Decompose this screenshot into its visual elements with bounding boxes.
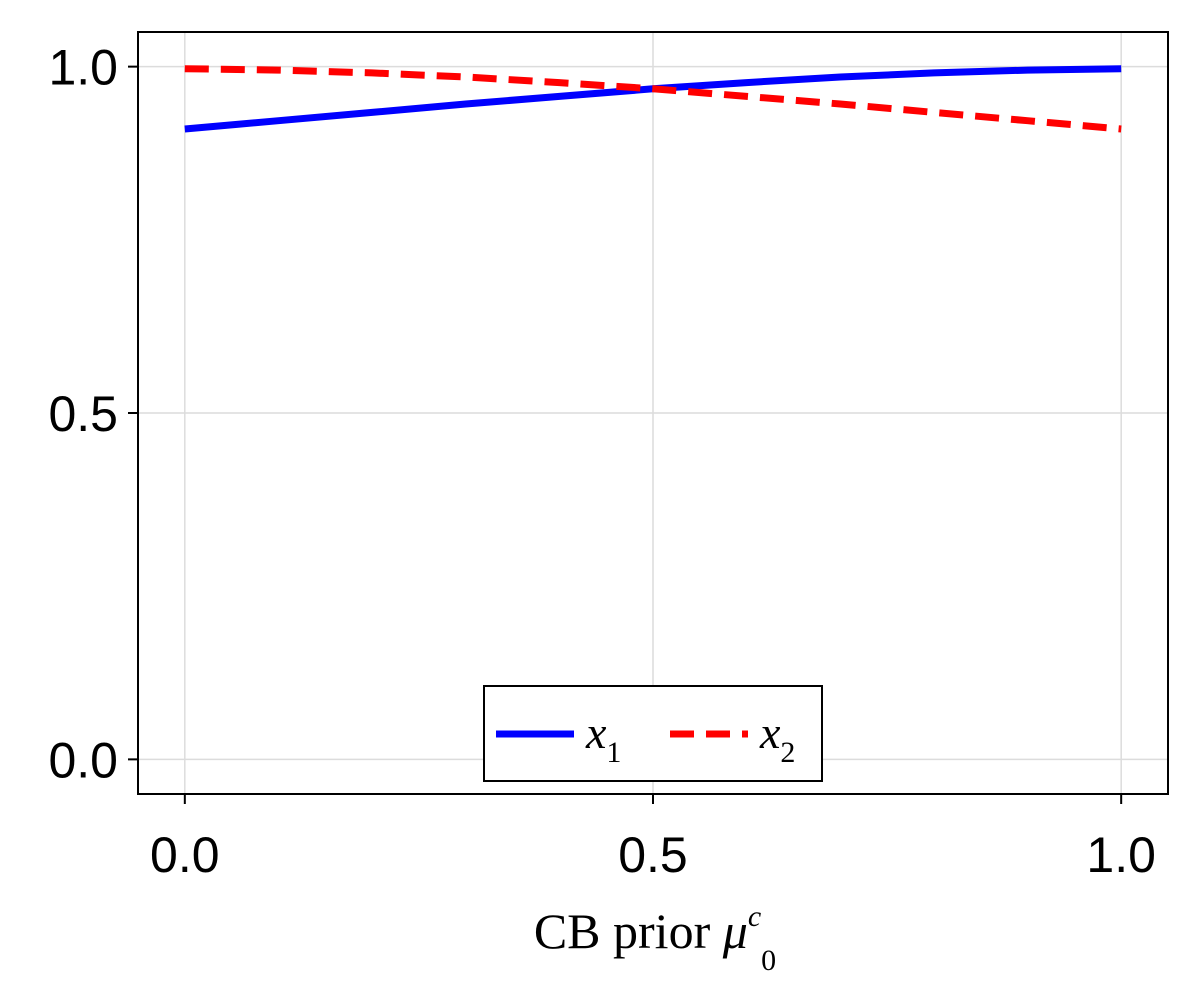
x-axis-title-superscript: c (748, 900, 761, 933)
x-axis-title: CB prior μc0 (534, 900, 776, 977)
x-axis-title-main: CB prior (534, 903, 723, 959)
tick-labels: 0.0 0.5 1.0 0.0 0.5 1.0 (48, 40, 1155, 883)
grid-lines (138, 32, 1168, 794)
x-tick-label-2: 1.0 (1086, 827, 1156, 883)
x-tick-label-1: 0.5 (618, 827, 688, 883)
x-tick-label-0: 0.0 (150, 827, 220, 883)
tick-marks (128, 65, 1123, 804)
x-axis-title-symbol: μ (722, 903, 748, 959)
legend: x1 x2 (483, 685, 823, 782)
y-tick-label-1: 0.5 (48, 386, 118, 442)
legend-label-x1: x1 (585, 707, 621, 769)
x-axis-title-subscript: 0 (761, 944, 776, 977)
series-line-x2 (184, 65, 1122, 133)
y-tick-label-2: 1.0 (48, 40, 118, 96)
series-layer (184, 65, 1122, 133)
legend-label-x2: x2 (759, 707, 795, 769)
y-tick-label-0: 0.0 (48, 732, 118, 788)
